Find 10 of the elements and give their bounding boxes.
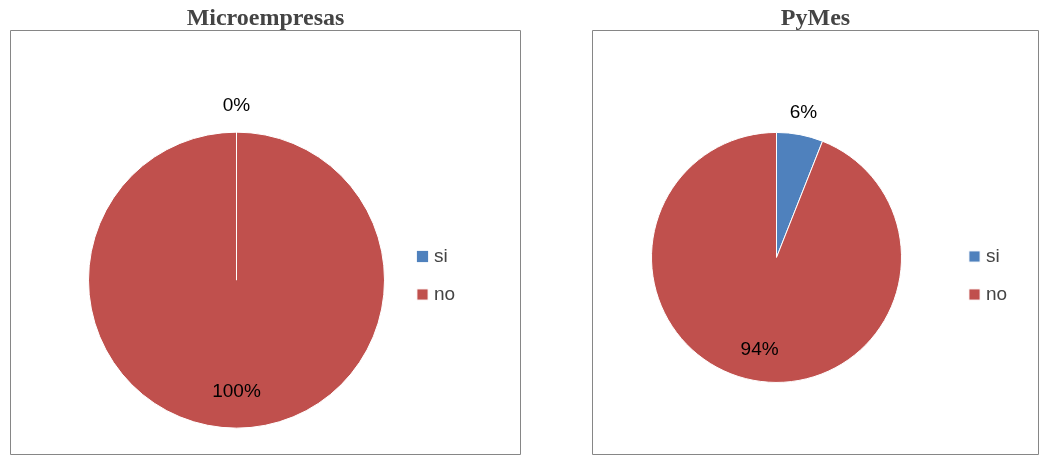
data-label: 100% <box>212 379 261 401</box>
data-label: 94% <box>740 338 779 360</box>
text: 0% <box>222 94 251 116</box>
data-label: 6% <box>789 101 818 123</box>
chart-title: PyMes <box>780 3 851 30</box>
chart-title: Microempresas <box>186 3 345 30</box>
legend-label: si <box>986 245 1001 267</box>
legend-label: no <box>986 283 1008 305</box>
legend-label: si <box>434 245 449 267</box>
legend-label: no <box>434 283 456 305</box>
